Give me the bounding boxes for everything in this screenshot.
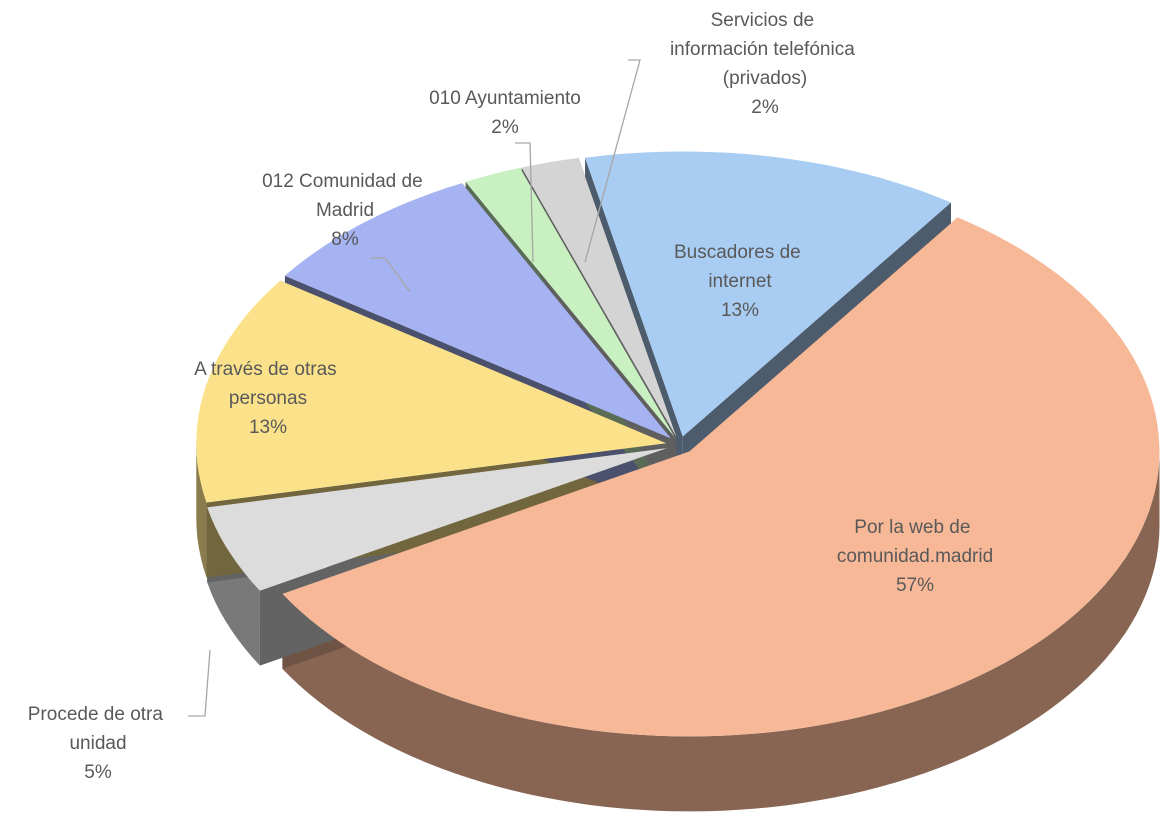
leader-line	[188, 649, 211, 717]
data-label-value: 2%	[751, 97, 779, 118]
leader-line	[584, 59, 641, 263]
slice	[282, 217, 1160, 737]
leader-line	[515, 142, 534, 263]
slice	[207, 448, 667, 591]
data-label-category: 010 Ayuntamiento	[429, 88, 581, 109]
data-label-value: 57%	[896, 575, 934, 596]
data-label-value: 13%	[721, 300, 759, 321]
slice-side	[196, 443, 207, 578]
data-label-value: 13%	[249, 417, 287, 438]
slice-side	[282, 451, 1160, 812]
slice	[521, 157, 677, 437]
data-label-category: Por la web de comunidad.madrid	[837, 517, 993, 567]
data-label-value: 5%	[84, 762, 112, 783]
data-label-category: Servicios de información telefónica (pri…	[670, 10, 860, 89]
data-label-value: 8%	[331, 229, 359, 250]
data-label-value: 2%	[491, 117, 519, 138]
leader-line	[370, 257, 411, 293]
slice	[465, 167, 675, 437]
data-label-category: Buscadores de internet	[674, 242, 806, 292]
slice	[284, 183, 671, 439]
data-label-category: 012 Comunidad de Madrid	[262, 171, 428, 221]
data-label-category: Procede de otra unidad	[28, 704, 168, 754]
slice	[196, 280, 667, 503]
data-label-category: A través de otras personas	[194, 359, 342, 409]
slice	[585, 151, 951, 437]
